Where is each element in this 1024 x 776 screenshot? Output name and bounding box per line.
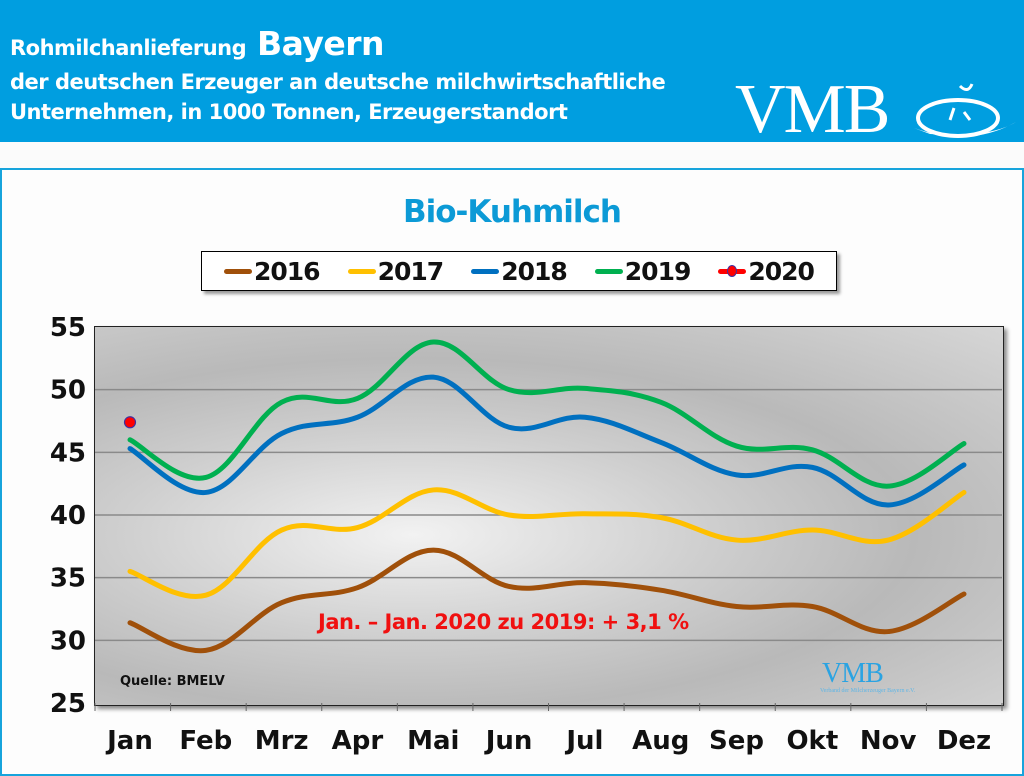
series-line-2019 [127, 339, 967, 489]
legend-item-2019: 2019 [594, 256, 692, 286]
legend-item-2018: 2018 [471, 256, 568, 286]
x-tick-label-jun: Jun [484, 726, 533, 756]
legend-swatch-2019 [594, 268, 623, 274]
header-subtitle-line1: der deutschen Erzeuger an deutsche milch… [10, 70, 666, 94]
legend-swatch-2018 [471, 268, 500, 274]
x-tick-label-sep: Sep [709, 726, 764, 756]
x-tick-label-nov: Nov [860, 726, 917, 756]
x-tick-label-apr: Apr [332, 726, 384, 756]
x-tick-label-mrz: Mrz [255, 726, 309, 756]
series-line-2017 [127, 487, 967, 599]
vmb-watermark-subtext: Verband der Milcherzeuger Bayern e.V. [820, 688, 916, 694]
source-note: Quelle: BMELV [120, 674, 225, 689]
legend-item-2020: 2020 [718, 256, 815, 286]
chart-title: Bio-Kuhmilch [402, 194, 622, 230]
legend-swatch-2016 [224, 268, 252, 274]
y-tick-label-40: 40 [50, 501, 86, 531]
y-tick-label-45: 45 [50, 438, 86, 468]
y-axis-ticks: 25 30 35 40 45 50 55 [50, 313, 86, 719]
x-tick-label-jan: Jan [105, 726, 153, 756]
x-tick-label-feb: Feb [179, 726, 232, 756]
legend-label-2020: 2020 [748, 256, 815, 286]
y-tick-label-30: 30 [50, 626, 86, 656]
header-title-prefix: Rohmilchanlieferung [10, 36, 247, 60]
legend-label-2019: 2019 [624, 256, 692, 286]
vmb-swirl-icon [914, 83, 1016, 138]
x-tick-label-mai: Mai [407, 726, 459, 756]
header-banner: Rohmilchanlieferung Bayern der deutschen… [0, 0, 1024, 148]
data-point-2020-jan [123, 416, 137, 429]
legend-label-2018: 2018 [501, 256, 568, 286]
x-tick-label-jul: Jul [564, 726, 603, 756]
header-title-region: Bayern [256, 24, 385, 63]
y-tick-label-35: 35 [50, 564, 86, 594]
legend-marker-2020 [727, 264, 738, 277]
series-line-2018 [127, 374, 967, 508]
x-tick-label-dez: Dez [937, 726, 991, 756]
header-subtitle-line2: Unternehmen, in 1000 Tonnen, Erzeugersta… [10, 100, 568, 124]
series-line-2016 [127, 547, 967, 654]
vmb-watermark: VMB [822, 658, 884, 689]
chart-legend: 2016 2017 2018 2019 2020 [201, 251, 837, 291]
legend-item-2016: 2016 [224, 256, 321, 286]
vmb-logo-text: VMB [735, 71, 890, 148]
chart-annotation: Jan. – Jan. 2020 zu 2019: + 3,1 % [318, 610, 689, 634]
legend-label-2016: 2016 [254, 256, 321, 286]
series-lines [123, 339, 967, 654]
y-tick-label-50: 50 [50, 376, 86, 406]
x-axis-ticks: Jan Feb Mrz Apr Mai Jun Jul Aug Sep Okt Nov Dez [105, 726, 991, 756]
legend-swatch-2020 [718, 264, 747, 277]
y-tick-label-55: 55 [50, 313, 86, 343]
header-title: Rohmilchanlieferung Bayern [10, 24, 385, 63]
legend-item-2017: 2017 [347, 256, 445, 286]
y-tick-label-25: 25 [50, 689, 86, 719]
x-tick-label-aug: Aug [632, 726, 689, 756]
legend-label-2017: 2017 [377, 256, 445, 286]
legend-swatch-2017 [347, 268, 376, 274]
x-tick-label-okt: Okt [786, 726, 838, 756]
